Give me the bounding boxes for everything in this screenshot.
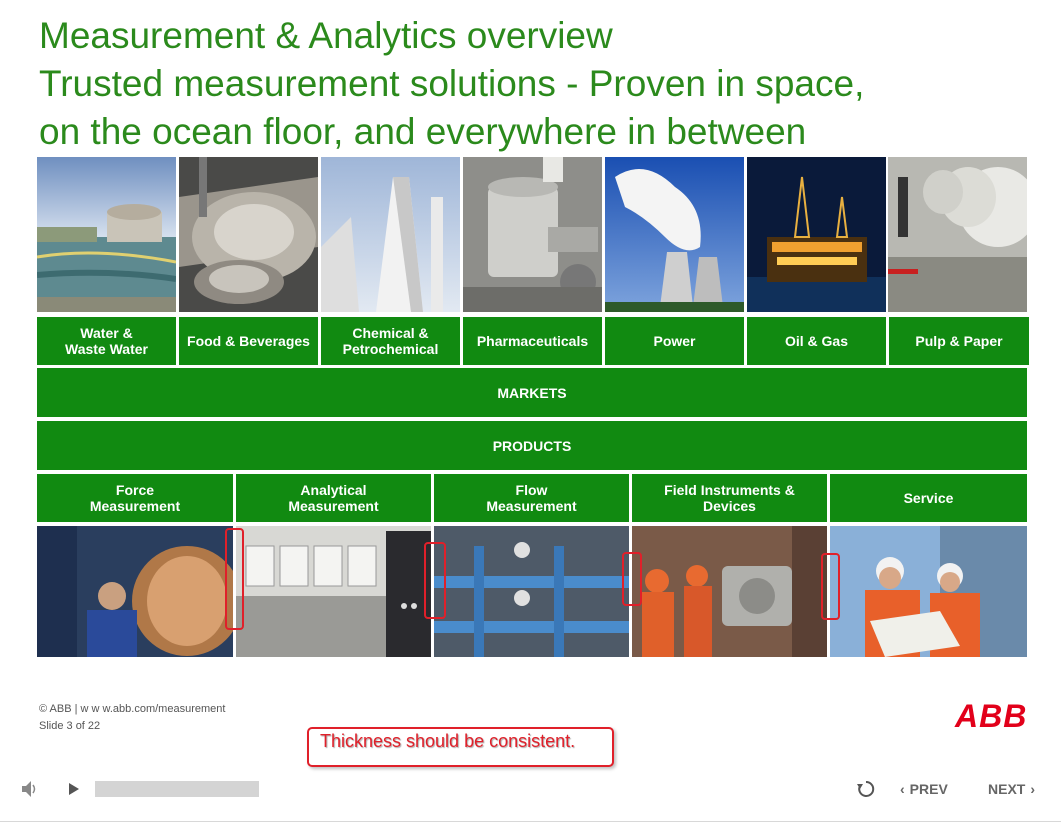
power-plant-image (605, 157, 744, 312)
market-water[interactable]: Water & Waste Water (37, 317, 176, 365)
product-force[interactable]: Force Measurement (37, 474, 233, 522)
market-oil-gas[interactable]: Oil & Gas (747, 317, 886, 365)
prev-button[interactable]: ‹ PREV (900, 781, 948, 797)
next-label: NEXT (988, 781, 1026, 797)
force-measurement-image (37, 526, 233, 657)
products-bar: PRODUCTS (37, 421, 1027, 470)
product-service[interactable]: Service (830, 474, 1027, 522)
progress-bar[interactable] (95, 781, 259, 797)
food-beverage-image (179, 157, 318, 312)
market-photos (37, 157, 1027, 312)
product-flow[interactable]: Flow Measurement (434, 474, 629, 522)
volume-icon[interactable] (20, 776, 40, 802)
market-pulp-paper[interactable]: Pulp & Paper (889, 317, 1029, 365)
pulp-paper-image (888, 157, 1027, 312)
pharma-equipment-image (463, 157, 602, 312)
slide-counter: Slide 3 of 22 (39, 720, 101, 732)
chevron-right-icon: › (1030, 781, 1036, 797)
product-analytical[interactable]: Analytical Measurement (236, 474, 431, 522)
analytical-measurement-image (236, 526, 431, 657)
gap-highlight-1 (225, 528, 244, 630)
chevron-left-icon: ‹ (900, 781, 905, 797)
replay-icon[interactable] (856, 776, 876, 802)
market-food-beverages[interactable]: Food & Beverages (179, 317, 318, 365)
product-field-instruments[interactable]: Field Instruments & Devices (632, 474, 827, 522)
gap-highlight-4 (821, 553, 840, 620)
product-photos (37, 526, 1027, 657)
annotation-text: Thickness should be consistent. (320, 731, 576, 751)
page-title: Measurement & Analytics overview (39, 15, 613, 56)
play-icon[interactable] (66, 776, 82, 802)
prev-label: PREV (909, 781, 948, 797)
markets-bar: MARKETS (37, 368, 1027, 417)
copyright-text: © ABB | w w w.abb.com/measurement (39, 703, 226, 715)
gap-highlight-2 (424, 542, 446, 619)
products-row: Force Measurement Analytical Measurement… (37, 474, 1027, 522)
flow-measurement-image (434, 526, 629, 657)
chemical-plant-image (321, 157, 460, 312)
market-power[interactable]: Power (605, 317, 744, 365)
market-chemical[interactable]: Chemical & Petrochemical (321, 317, 460, 365)
oil-gas-platform-image (747, 157, 886, 312)
service-image (830, 526, 1027, 657)
gap-highlight-3 (622, 552, 642, 606)
markets-row: Water & Waste Water Food & Beverages Che… (37, 317, 1029, 365)
water-plant-image (37, 157, 176, 312)
market-pharmaceuticals[interactable]: Pharmaceuticals (463, 317, 602, 365)
annotation-callout (307, 727, 614, 767)
page-subtitle-line-2: on the ocean floor, and everywhere in be… (39, 111, 807, 152)
abb-logo: ABB (955, 698, 1028, 734)
field-instruments-image (632, 526, 827, 657)
next-button[interactable]: NEXT › (988, 781, 1035, 797)
page-subtitle-line-1: Trusted measurement solutions - Proven i… (39, 63, 865, 104)
bottom-divider (0, 821, 1061, 822)
